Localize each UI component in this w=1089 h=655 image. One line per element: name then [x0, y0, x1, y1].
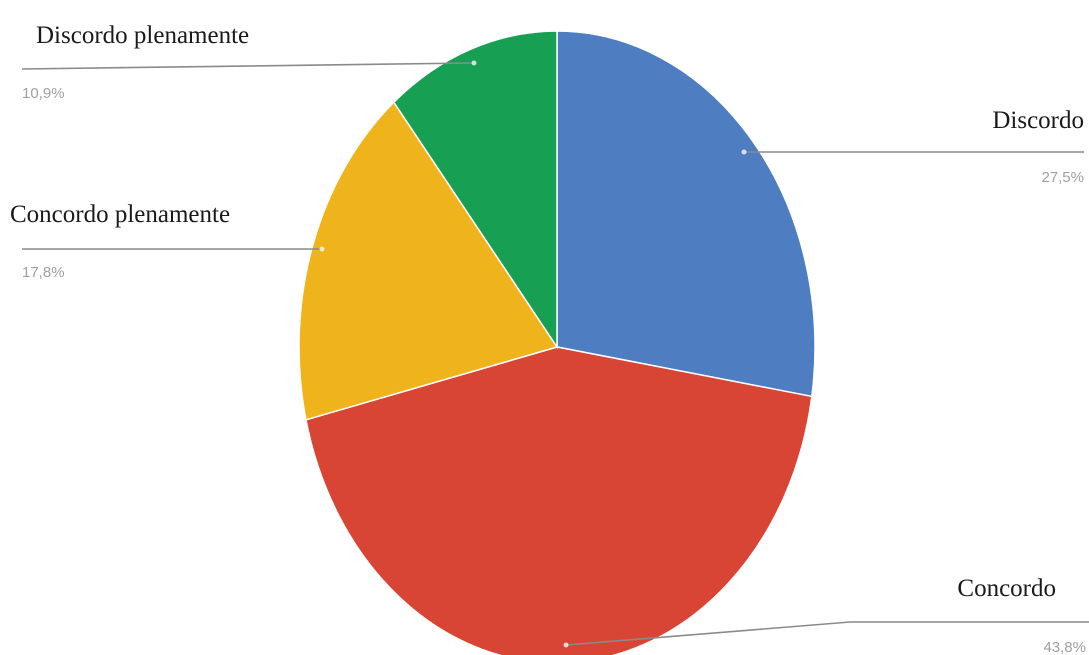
slice-percentage: 17,8% [22, 264, 65, 281]
pie-slice-discordo [556, 30, 816, 398]
slice-percentage: 10,9% [22, 85, 65, 102]
pie-slice-concordo [305, 346, 813, 655]
leader-anchor-dot [319, 246, 325, 252]
pie-slices [298, 30, 816, 655]
leader-line [565, 621, 1089, 646]
slice-label: Concordo [957, 575, 1056, 602]
slice-label: Discordo plenamente [36, 22, 249, 49]
slice-percentage: 27,5% [1041, 169, 1084, 186]
pie-labels: Discordo 27,5% Concordo 43,8% Concordo plena… [10, 22, 1089, 655]
pie-slice-discordo-plenamente [392, 30, 558, 350]
slice-label: Concordo plenamente [10, 201, 230, 228]
slice-percentage: 43,8% [1043, 639, 1086, 655]
leader-anchor-dot [741, 149, 747, 155]
pie-slice-concordo-plenamente [298, 101, 559, 421]
leader-anchor-dot [471, 60, 477, 66]
slice-label: Discordo [992, 107, 1084, 134]
leader-anchor-dot [563, 642, 569, 648]
leader-line [21, 62, 475, 70]
